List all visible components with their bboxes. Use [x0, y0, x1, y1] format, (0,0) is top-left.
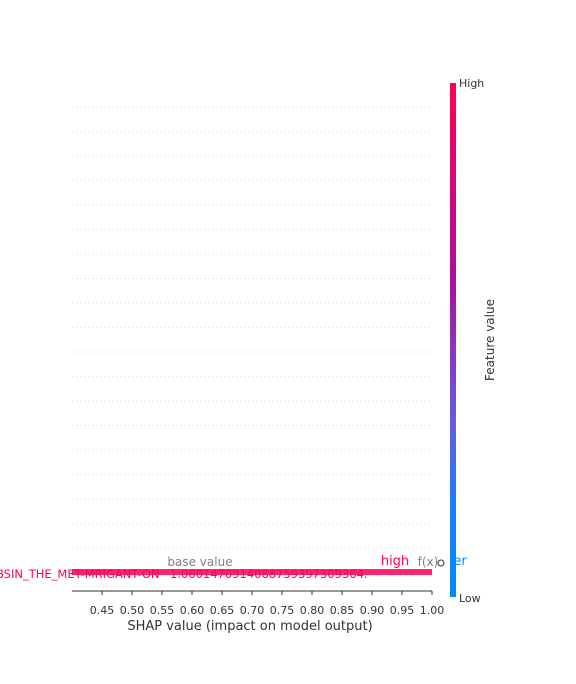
feature-value-text: BSIN_THE_MET-MRIGANT-ON	[0, 567, 160, 581]
colorbar-title: Feature value	[483, 299, 497, 381]
colorbar-gradient	[450, 83, 456, 597]
x-axis: 0.45 0.50 0.55 0.60 0.65 0.70 0.75 0.80 0.85 0.90…	[72, 590, 445, 617]
colorbar-low-label: Low	[459, 592, 481, 605]
row-guides	[72, 106, 432, 573]
x-tick-label: 0.85	[330, 604, 355, 617]
x-tick-label: 0.75	[270, 604, 295, 617]
colorbar-high-label: High	[459, 77, 484, 90]
x-tick-label: 0.55	[150, 604, 175, 617]
x-tick-label: 0.90	[360, 604, 385, 617]
colorbar: High Low Feature value	[450, 77, 497, 605]
x-tick-label: 0.80	[300, 604, 325, 617]
x-tick-label: 0.70	[240, 604, 265, 617]
x-tick-label: 0.65	[210, 604, 235, 617]
higher-label: high	[381, 554, 409, 569]
x-tick-label: 0.95	[390, 604, 415, 617]
fx-marker	[437, 559, 445, 567]
force-bar	[72, 569, 432, 575]
x-axis-label: SHAP value (impact on model output)	[127, 619, 372, 634]
prediction-value-text: 1.0601470914088759397309364.	[170, 567, 368, 581]
x-tick-label: 0.45	[90, 604, 115, 617]
x-tick-label: 0.60	[180, 604, 205, 617]
force-annotation: base value high f(x) er BSIN_THE_MET-MRI…	[0, 554, 467, 581]
x-tick-label: 0.50	[120, 604, 145, 617]
base-value-label: base value	[167, 555, 232, 569]
lower-label: er	[453, 554, 467, 569]
x-tick-label: 1.00	[420, 604, 445, 617]
fx-label: f(x)	[418, 555, 439, 569]
